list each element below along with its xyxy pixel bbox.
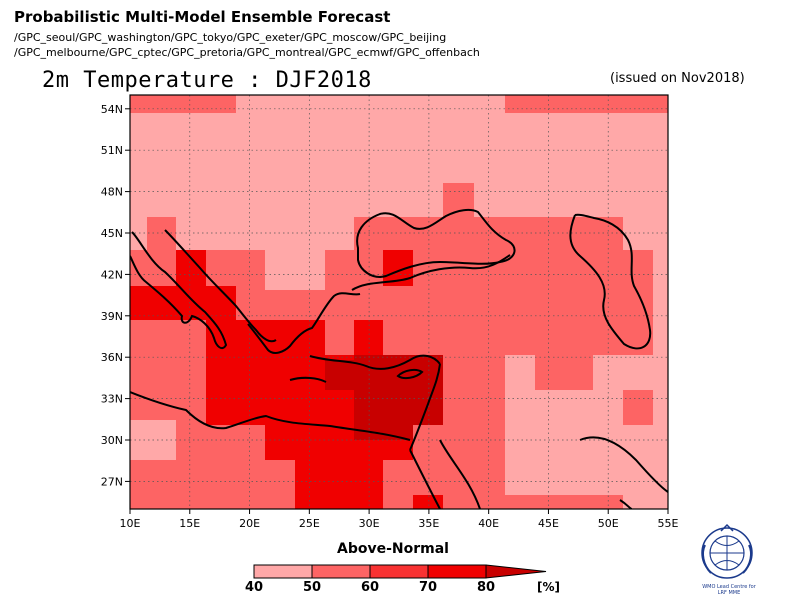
legend-swatch-40-50	[253, 564, 313, 579]
lon-tick-label: 10E	[120, 517, 141, 530]
lon-tick-label: 20E	[239, 517, 260, 530]
sources-line-1: /GPC_seoul/GPC_washington/GPC_tokyo/GPC_…	[14, 31, 447, 44]
lat-tick-label: 33N	[101, 393, 123, 406]
lat-tick-label: 36N	[101, 351, 123, 364]
lat-tick-label: 30N	[101, 434, 123, 447]
legend-unit: [%]	[537, 580, 560, 594]
legend-tick-label: 60	[360, 580, 380, 595]
lat-tick-label: 42N	[101, 268, 123, 281]
lon-tick-label: 35E	[418, 517, 439, 530]
coastlines	[130, 208, 668, 509]
legend-colorbar	[253, 564, 547, 579]
lat-tick-label: 27N	[101, 475, 123, 488]
wmo-caption: WMO Lead Centre for LRF MME	[702, 584, 756, 596]
legend-tick-label: 70	[418, 580, 438, 595]
legend-swatch-60-70	[369, 564, 429, 579]
sources-line-2: /GPC_melbourne/GPC_cptec/GPC_pretoria/GP…	[14, 46, 480, 59]
lat-tick-label: 48N	[101, 186, 123, 199]
map-gridlines	[130, 95, 668, 509]
lat-tick-label: 45N	[101, 227, 123, 240]
lat-tick-label: 54N	[101, 103, 123, 116]
legend-swatch-50-60	[311, 564, 371, 579]
lon-tick-label: 50E	[598, 517, 619, 530]
main-title: Probabilistic Multi-Model Ensemble Forec…	[14, 8, 391, 26]
lon-tick-label: 30E	[359, 517, 380, 530]
legend-title: Above-Normal	[337, 541, 449, 557]
probability-field	[130, 95, 668, 509]
lat-tick-label: 51N	[101, 144, 123, 157]
legend-swatch-70-80	[427, 564, 487, 579]
legend-swatch-over-80	[485, 564, 547, 579]
map-frame	[129, 94, 669, 510]
legend-tick-label: 80	[476, 580, 496, 595]
lon-tick-label: 40E	[478, 517, 499, 530]
lon-tick-label: 25E	[299, 517, 320, 530]
variable-title: 2m Temperature : DJF2018	[42, 68, 372, 93]
lon-tick-label: 55E	[658, 517, 679, 530]
legend-tick-label: 40	[244, 580, 264, 595]
wmo-logo	[701, 523, 753, 579]
lat-tick-label: 39N	[101, 310, 123, 323]
lon-tick-label: 15E	[179, 517, 200, 530]
issued-date: (issued on Nov2018)	[610, 71, 745, 86]
lon-tick-label: 45E	[538, 517, 559, 530]
map-axes: 10E 15E 20E 25E 30E 35E 40E 45E 50E 55E 54N 51N 48N 4…	[101, 103, 679, 530]
legend-tick-label: 50	[302, 580, 322, 595]
